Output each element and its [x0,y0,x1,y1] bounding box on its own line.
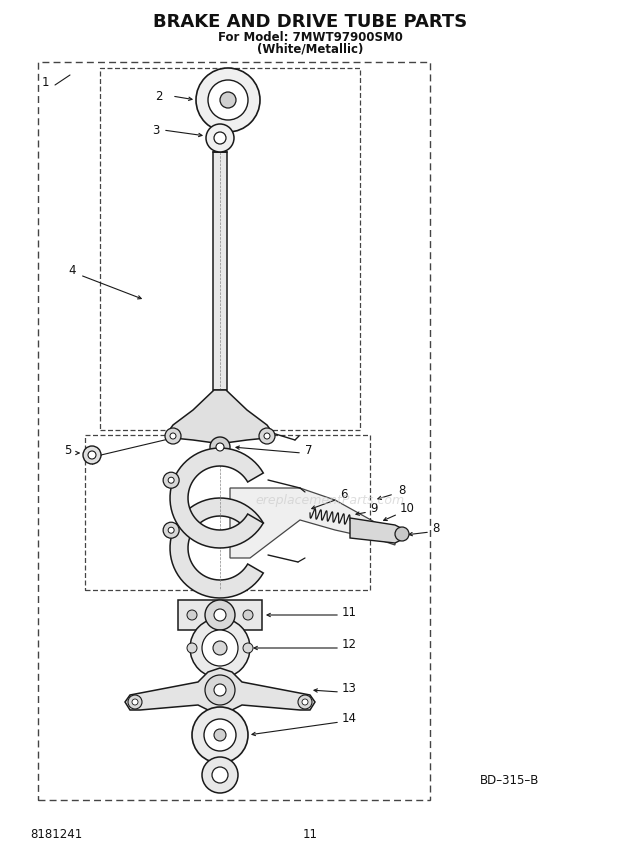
Bar [178,600,262,630]
Circle shape [213,641,227,655]
Circle shape [202,630,238,666]
Circle shape [83,446,101,464]
Circle shape [187,610,197,620]
Circle shape [214,132,226,144]
Circle shape [187,643,197,653]
Polygon shape [170,498,264,598]
Circle shape [202,757,238,793]
Text: 5: 5 [64,443,71,456]
Circle shape [170,433,176,439]
Polygon shape [230,488,395,558]
Bar [100,68,360,430]
Text: 10: 10 [400,502,415,514]
Circle shape [205,600,235,630]
Circle shape [214,729,226,741]
Text: 11: 11 [342,605,357,619]
Circle shape [210,437,230,457]
Text: 6: 6 [340,488,347,501]
Text: 8: 8 [398,484,405,496]
Text: 12: 12 [342,639,357,651]
Text: 3: 3 [152,123,159,136]
Bar [85,435,370,590]
Circle shape [163,473,179,488]
Circle shape [395,527,409,541]
Text: 11: 11 [303,829,317,841]
Circle shape [163,522,179,538]
Circle shape [204,719,236,751]
Bar [213,152,227,390]
Bar [38,62,430,800]
Circle shape [214,684,226,696]
Circle shape [243,643,253,653]
Text: 2: 2 [155,90,162,103]
Circle shape [205,675,235,705]
Polygon shape [125,668,315,712]
Circle shape [165,428,181,444]
Circle shape [168,477,174,484]
Circle shape [192,707,248,763]
Text: 14: 14 [342,711,357,724]
Text: 8: 8 [432,521,440,534]
Text: 9: 9 [370,502,378,514]
Circle shape [196,68,260,132]
Circle shape [208,80,248,120]
Text: 13: 13 [342,681,357,694]
Circle shape [264,433,270,439]
Text: ereplacementParts.com: ereplacementParts.com [255,494,405,507]
Circle shape [298,695,312,709]
Circle shape [132,699,138,705]
Text: 7: 7 [305,443,312,456]
Circle shape [214,609,226,621]
Polygon shape [168,390,272,447]
Bar [212,763,228,778]
Circle shape [220,92,236,108]
Polygon shape [170,448,264,548]
Text: 1: 1 [42,75,50,88]
Circle shape [216,443,224,451]
Circle shape [212,767,228,783]
Text: BRAKE AND DRIVE TUBE PARTS: BRAKE AND DRIVE TUBE PARTS [153,13,467,31]
Circle shape [302,699,308,705]
Circle shape [88,451,96,459]
Text: BD–315–B: BD–315–B [480,774,539,787]
Polygon shape [350,518,405,543]
Circle shape [259,428,275,444]
Circle shape [243,610,253,620]
Circle shape [128,695,142,709]
Circle shape [190,618,250,678]
Circle shape [206,124,234,152]
Text: 4: 4 [68,264,76,276]
Circle shape [168,527,174,533]
Text: (White/Metallic): (White/Metallic) [257,43,363,56]
Text: 8181241: 8181241 [30,829,82,841]
Text: For Model: 7MWT97900SM0: For Model: 7MWT97900SM0 [218,31,402,44]
